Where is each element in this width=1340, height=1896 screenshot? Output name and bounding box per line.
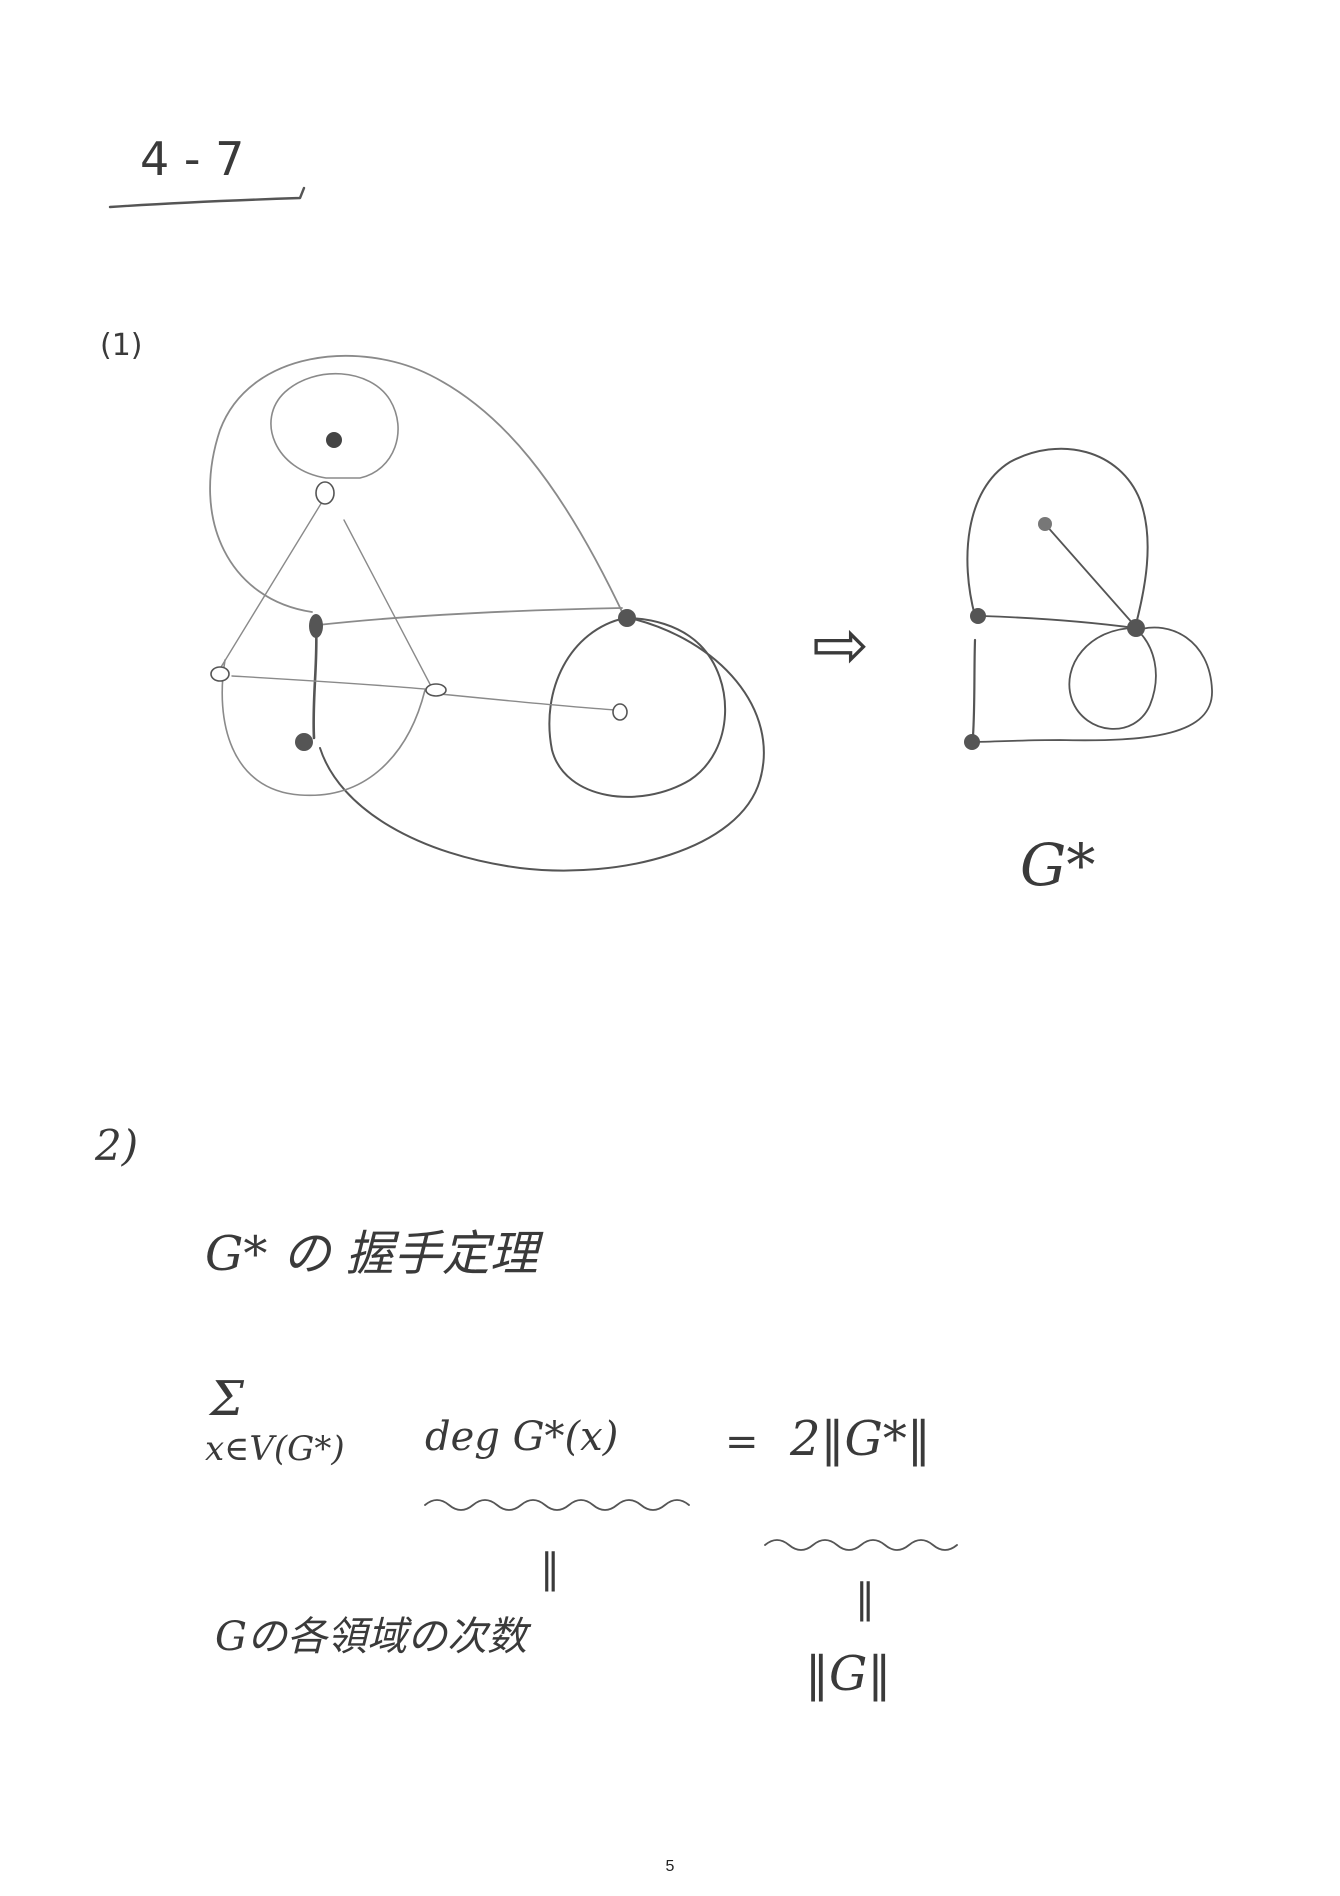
equals-sign: = [725, 1419, 759, 1465]
vertex-filled [326, 432, 342, 448]
problem-number: 4 - 7 [140, 132, 244, 186]
lhs-expression: deg G*(x) [425, 1414, 618, 1460]
edge-vertical [312, 624, 318, 740]
rhs-expression: 2‖G*‖ [789, 1411, 931, 1467]
dual-graph-diagram [964, 447, 1213, 750]
vertex-filled [295, 733, 313, 751]
dual-edge-3 [231, 675, 437, 691]
vertex-hollow [425, 683, 447, 697]
rhs-equals-vertical: ‖ [855, 1576, 875, 1622]
dual-edge-diag [1044, 523, 1136, 627]
dual-edge-4 [439, 693, 617, 711]
rhs-meaning: ‖G‖ [805, 1646, 891, 1702]
dual-bottom-curve [969, 626, 1213, 743]
lhs-wavy-underline [424, 1499, 690, 1511]
vertex-hollow [612, 703, 628, 721]
outer-edge-top [209, 354, 626, 619]
sum-index: x∈V(G*) [205, 1429, 345, 1469]
inner-loop [270, 373, 399, 479]
lhs-meaning: Gの各領域の次数 [215, 1614, 532, 1660]
dual-vertex [970, 608, 986, 624]
dual-graph-label: G* [1020, 831, 1095, 899]
rhs-wavy-underline [764, 1539, 958, 1551]
title-underline [108, 186, 306, 209]
sum-symbol: Σ [208, 1371, 245, 1427]
bottom-curve [319, 617, 765, 872]
graph-g-diagram [209, 354, 765, 872]
dual-small-circle [1068, 627, 1157, 730]
page-number: 5 [665, 1858, 675, 1875]
dual-vertex [964, 734, 980, 750]
vertex-filled [618, 609, 636, 627]
vertex-hollow [315, 481, 335, 505]
arrow-icon: ⇨ [812, 606, 869, 685]
lhs-equals-vertical: ‖ [540, 1546, 560, 1592]
right-circle [548, 617, 726, 798]
dual-top-loop [966, 447, 1149, 629]
dual-edge-h [981, 615, 1136, 629]
dual-vertex [1127, 619, 1145, 637]
vertex-filled [309, 614, 323, 638]
dual-edge-v [971, 638, 977, 738]
dual-vertex [1038, 517, 1052, 531]
part2-label: 2) [94, 1121, 138, 1170]
edge-middle [317, 607, 623, 626]
dual-edge-1 [217, 501, 323, 673]
vertex-hollow [210, 666, 230, 682]
part1-label: (1) [100, 328, 143, 363]
theorem-title: G* の 握手定理 [205, 1226, 544, 1282]
lower-left-loop [221, 659, 426, 797]
dual-edge-2 [343, 519, 433, 689]
